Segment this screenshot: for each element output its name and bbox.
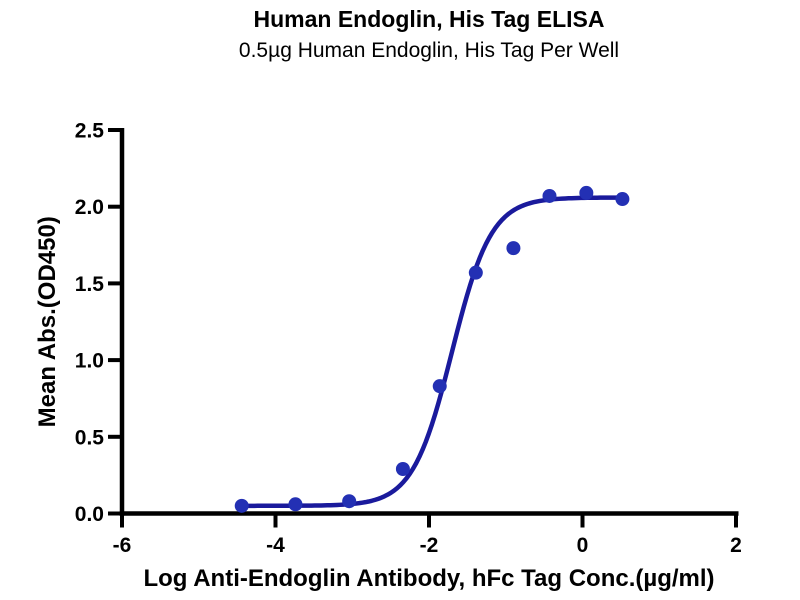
y-tick-label: 0.0	[75, 503, 104, 526]
chart-title: Human Endoglin, His Tag ELISA	[254, 6, 605, 32]
data-point	[579, 185, 594, 200]
plot-series	[234, 185, 630, 513]
y-tick-label: 1.0	[75, 350, 104, 373]
y-tick-label: 2.5	[75, 120, 105, 143]
y-axis-label: Mean Abs.(OD450)	[34, 216, 61, 427]
data-point	[468, 265, 483, 280]
y-tick-label: 2.0	[75, 196, 104, 219]
fit-curve	[239, 195, 625, 509]
x-tick-label: 0	[577, 534, 589, 557]
x-tick-label: -4	[266, 534, 285, 557]
y-tick-label: 1.5	[75, 273, 105, 296]
data-point	[506, 241, 521, 256]
data-point	[342, 494, 357, 509]
y-tick-label: 0.5	[75, 426, 105, 449]
x-axis-label: Log Anti-Endoglin Antibody, hFc Tag Conc…	[143, 565, 714, 592]
x-tick-label: 2	[730, 534, 742, 557]
data-point	[234, 498, 249, 513]
x-tick-label: -2	[420, 534, 439, 557]
axes: -6 -4 -2 0 2 0.0 0.5 1.0 1.5 2.0 2.5	[75, 120, 742, 558]
data-point	[542, 188, 557, 203]
chart-subtitle: 0.5µg Human Endoglin, His Tag Per Well	[239, 39, 619, 62]
data-point	[432, 379, 447, 394]
data-point	[288, 497, 303, 512]
data-point	[395, 462, 410, 477]
data-point	[615, 192, 630, 207]
x-tick-label: -6	[113, 534, 132, 557]
